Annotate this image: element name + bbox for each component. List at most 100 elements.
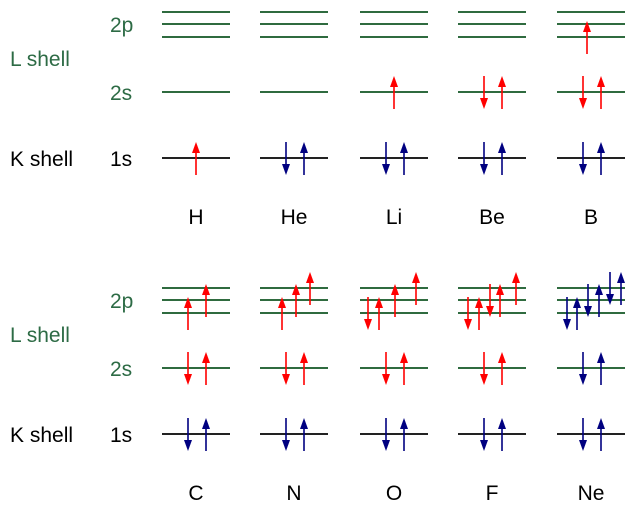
arrow-head: [480, 164, 488, 175]
spin-up-arrow: [292, 284, 300, 317]
element-symbol-b: B: [584, 206, 598, 229]
element-symbol-f: F: [486, 482, 499, 505]
spin-up-arrow: [498, 142, 506, 175]
spin-down-arrow: [584, 284, 592, 317]
spin-up-arrow: [595, 284, 603, 317]
arrow-head: [382, 164, 390, 175]
spin-up-arrow: [583, 21, 591, 54]
l-shell-label: L shell: [10, 48, 70, 71]
spin-down-arrow: [480, 142, 488, 175]
element-symbol-li: Li: [386, 206, 402, 229]
arrow-head: [382, 440, 390, 451]
arrow-head: [300, 352, 308, 363]
arrow-head: [390, 76, 398, 87]
spin-down-arrow: [282, 352, 290, 385]
arrow-head: [595, 284, 603, 295]
arrow-head: [597, 352, 605, 363]
k-shell-label: K shell: [10, 424, 73, 447]
arrow-head: [464, 319, 472, 330]
arrow-head: [382, 374, 390, 385]
element-symbol-be: Be: [479, 206, 505, 229]
spin-up-arrow: [597, 352, 605, 385]
arrow-head: [364, 319, 372, 330]
arrow-head: [579, 164, 587, 175]
arrow-head: [300, 418, 308, 429]
arrow-head: [202, 418, 210, 429]
spin-up-arrow: [192, 142, 200, 175]
orbital-label-2s: 2s: [110, 82, 132, 105]
l-shell-label: L shell: [10, 324, 70, 347]
arrow-head: [480, 374, 488, 385]
arrow-head: [306, 272, 314, 283]
arrow-head: [202, 284, 210, 295]
arrow-head: [278, 297, 286, 308]
arrow-head: [480, 440, 488, 451]
arrow-head: [597, 76, 605, 87]
arrow-head: [282, 440, 290, 451]
spin-up-arrow: [597, 76, 605, 109]
arrow-head: [192, 142, 200, 153]
arrow-head: [184, 297, 192, 308]
orbital-label-1s: 1s: [110, 148, 132, 171]
spin-down-arrow: [382, 142, 390, 175]
arrow-head: [597, 418, 605, 429]
spin-down-arrow: [579, 418, 587, 451]
arrow-head: [184, 374, 192, 385]
spin-down-arrow: [579, 352, 587, 385]
arrow-head: [563, 319, 571, 330]
arrow-head: [292, 284, 300, 295]
spin-up-arrow: [300, 418, 308, 451]
spin-up-arrow: [300, 142, 308, 175]
spin-down-arrow: [382, 418, 390, 451]
spin-up-arrow: [184, 297, 192, 330]
arrow-head: [202, 352, 210, 363]
spin-down-arrow: [184, 352, 192, 385]
spin-up-arrow: [496, 284, 504, 317]
spin-up-arrow: [597, 142, 605, 175]
spin-up-arrow: [498, 418, 506, 451]
arrow-head: [597, 142, 605, 153]
arrow-head: [282, 374, 290, 385]
spin-up-arrow: [202, 352, 210, 385]
orbital-label-2s: 2s: [110, 358, 132, 381]
arrow-head: [400, 142, 408, 153]
spin-down-arrow: [579, 142, 587, 175]
spin-up-arrow: [617, 272, 625, 305]
spin-down-arrow: [480, 352, 488, 385]
orbital-label-2p: 2p: [110, 14, 133, 37]
spin-up-arrow: [202, 418, 210, 451]
arrow-head: [400, 418, 408, 429]
spin-up-arrow: [390, 76, 398, 109]
arrow-head: [573, 297, 581, 308]
arrow-head: [400, 352, 408, 363]
arrow-head: [300, 142, 308, 153]
orbital-label-2p: 2p: [110, 290, 133, 313]
arrow-head: [282, 164, 290, 175]
arrow-head: [475, 297, 483, 308]
element-symbol-he: He: [281, 206, 308, 229]
spin-up-arrow: [412, 272, 420, 305]
arrow-head: [498, 418, 506, 429]
arrow-head: [486, 306, 494, 317]
spin-down-arrow: [579, 76, 587, 109]
spin-up-arrow: [400, 352, 408, 385]
spin-down-arrow: [480, 418, 488, 451]
spin-up-arrow: [306, 272, 314, 305]
arrow-head: [584, 306, 592, 317]
spin-down-arrow: [563, 297, 571, 330]
spin-down-arrow: [606, 272, 614, 305]
arrow-head: [579, 98, 587, 109]
arrow-head: [498, 142, 506, 153]
k-shell-label: K shell: [10, 148, 73, 171]
spin-up-arrow: [400, 418, 408, 451]
arrow-head: [375, 297, 383, 308]
spin-up-arrow: [202, 284, 210, 317]
arrow-head: [498, 76, 506, 87]
spin-down-arrow: [364, 297, 372, 330]
arrow-head: [583, 21, 591, 32]
spin-up-arrow: [498, 76, 506, 109]
arrow-head: [579, 440, 587, 451]
spin-up-arrow: [475, 297, 483, 330]
arrow-head: [498, 352, 506, 363]
